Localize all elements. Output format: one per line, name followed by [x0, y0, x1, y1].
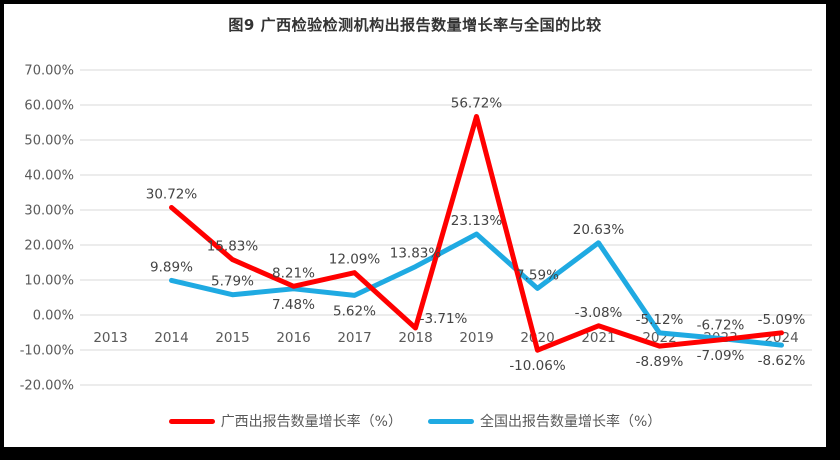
legend-label-guangxi: 广西出报告数量增长率（%） [220, 414, 402, 430]
y-axis-tick-label: 30.00% [24, 204, 74, 219]
national-line-swatch [428, 418, 474, 424]
guangxi-data-label: -3.71% [420, 311, 468, 327]
x-axis-tick-label: 2021 [581, 330, 615, 346]
y-axis-tick-label: 50.00% [24, 134, 74, 149]
guangxi-data-label: 30.72% [146, 186, 198, 202]
guangxi-data-label: 56.72% [451, 95, 503, 111]
legend-item-guangxi: 广西出报告数量增长率（%） [168, 411, 402, 431]
x-axis-tick-label: 2014 [154, 330, 188, 346]
national-data-label: -8.62% [758, 353, 806, 369]
guangxi-line-swatch [168, 418, 215, 424]
national-data-label: 23.13% [451, 213, 503, 229]
y-axis-tick-label: -20.00% [20, 379, 74, 394]
national-data-label: 9.89% [150, 259, 193, 275]
y-axis-tick-label: 10.00% [24, 274, 74, 289]
chart-canvas [4, 4, 826, 447]
national-data-label: 5.79% [211, 274, 254, 290]
x-axis-tick-label: 2013 [93, 330, 127, 346]
y-axis-tick-label: 60.00% [24, 99, 74, 114]
guangxi-data-label: -7.09% [697, 348, 745, 364]
y-axis-tick-label: 40.00% [24, 169, 74, 184]
guangxi-data-label: -5.09% [758, 312, 806, 328]
guangxi-data-label: -10.06% [509, 358, 566, 374]
chart-legend: 广西出报告数量增长率（%） 全国出报告数量增长率（%） [4, 407, 826, 435]
guangxi-data-label: -3.08% [575, 305, 623, 321]
guangxi-data-label: -8.89% [636, 354, 684, 370]
national-data-label: 13.83% [390, 246, 442, 262]
x-axis-tick-label: 2020 [520, 330, 554, 346]
guangxi-series-line [169, 113, 784, 353]
y-axis-tick-label: -10.00% [20, 344, 74, 359]
x-axis-tick-label: 2015 [215, 330, 249, 346]
national-data-label: 5.62% [333, 303, 376, 319]
national-data-label: 20.63% [573, 222, 625, 238]
x-axis-tick-label: 2017 [337, 330, 371, 346]
legend-item-national: 全国出报告数量增长率（%） [428, 411, 661, 431]
guangxi-data-label: 12.09% [329, 252, 381, 268]
y-axis-tick-label: 20.00% [24, 239, 74, 254]
national-data-label: 7.48% [272, 297, 315, 313]
national-data-label: 7.59% [516, 267, 559, 283]
legend-label-national: 全国出报告数量增长率（%） [480, 414, 662, 430]
national-data-label: -6.72% [697, 318, 745, 334]
x-axis-tick-label: 2016 [276, 330, 310, 346]
y-axis-tick-label: 0.00% [33, 309, 74, 324]
x-axis-tick-label: 2018 [398, 330, 432, 346]
national-series-line [169, 231, 784, 348]
guangxi-data-label: 15.83% [207, 239, 259, 255]
national-data-label: -5.12% [636, 312, 684, 328]
guangxi-data-label: 8.21% [272, 265, 315, 281]
y-axis-tick-label: 70.00% [24, 64, 74, 79]
chart-title: 图9 广西检验检测机构出报告数量增长率与全国的比较 [228, 16, 602, 34]
x-axis-tick-label: 2019 [459, 330, 493, 346]
